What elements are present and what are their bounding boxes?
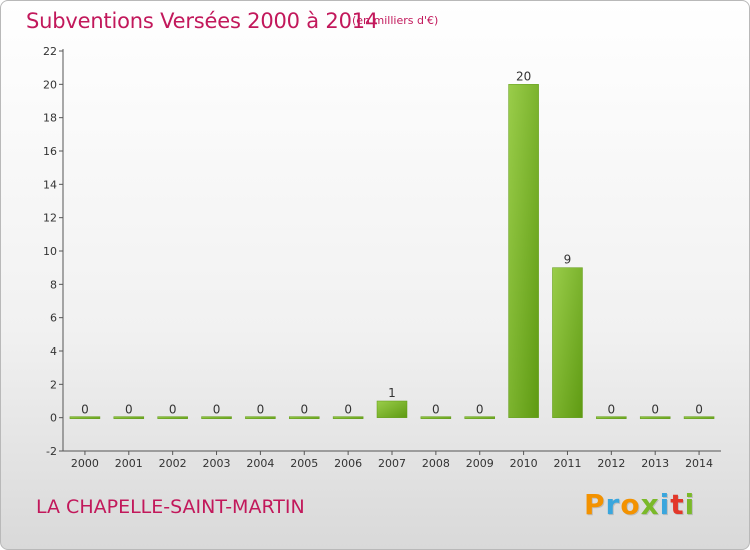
data-label-2003: 0: [213, 403, 221, 417]
bars: [69, 84, 715, 419]
x-tick-label: 2002: [159, 457, 187, 470]
y-tick-label: 20: [43, 78, 57, 91]
x-tick-label: 2009: [466, 457, 494, 470]
x-tick-label: 2011: [553, 457, 581, 470]
y-tick-label: 8: [50, 278, 57, 291]
bar-2013: [639, 416, 671, 419]
data-label-2004: 0: [257, 403, 265, 417]
data-label-2007: 1: [388, 386, 396, 400]
labels: 2000020010200202003020040200502006020071…: [71, 69, 713, 470]
data-label-2012: 0: [608, 403, 616, 417]
data-label-2000: 0: [81, 403, 89, 417]
proxiti-logo: Proxiti: [584, 488, 695, 521]
data-label-2005: 0: [300, 403, 308, 417]
data-label-2008: 0: [432, 403, 440, 417]
x-tick-label: 2003: [203, 457, 231, 470]
y-tick-label: 2: [50, 378, 57, 391]
commune-name: LA CHAPELLE-SAINT-MARTIN: [36, 496, 305, 518]
y-tick-label: -2: [46, 445, 57, 458]
bar-2005: [289, 416, 320, 419]
bar-2010: [508, 84, 539, 418]
bar-2014: [683, 416, 715, 419]
data-label-2011: 9: [564, 253, 572, 267]
bar-2001: [113, 416, 145, 419]
x-tick-label: 2005: [290, 457, 318, 470]
bar-2008: [420, 416, 452, 419]
y-tick-label: 14: [43, 178, 57, 191]
x-tick-label: 2014: [685, 457, 713, 470]
logo-letter: i: [659, 488, 671, 521]
bar-2004: [245, 416, 276, 419]
chart-unit: (en milliers d'€): [352, 14, 439, 27]
x-tick-label: 2010: [510, 457, 538, 470]
logo-letter: i: [684, 488, 696, 521]
logo-letter: r: [605, 488, 621, 521]
bar-2011: [552, 267, 583, 418]
logo-letter: P: [584, 488, 606, 521]
y-tick-label: 22: [43, 45, 57, 58]
bar-2002: [157, 416, 188, 419]
bar-2009: [464, 416, 495, 419]
x-tick-label: 2007: [378, 457, 406, 470]
x-tick-label: 2012: [597, 457, 625, 470]
bar-2012: [596, 416, 627, 419]
data-label-2006: 0: [344, 403, 352, 417]
y-tick-label: 12: [43, 212, 57, 225]
y-tick-label: 16: [43, 145, 57, 158]
bar-2007: [376, 400, 408, 418]
y-tick-label: 0: [50, 412, 57, 425]
y-tick-label: 6: [50, 312, 57, 325]
chart-title: Subventions Versées 2000 à 2014: [26, 9, 379, 33]
data-label-2013: 0: [651, 403, 659, 417]
x-tick-label: 2000: [71, 457, 99, 470]
x-tick-label: 2013: [641, 457, 669, 470]
data-label-2001: 0: [125, 403, 133, 417]
logo-letter: t: [670, 488, 685, 521]
data-label-2002: 0: [169, 403, 177, 417]
y-tick-label: 4: [50, 345, 57, 358]
x-tick-label: 2004: [246, 457, 274, 470]
x-tick-label: 2006: [334, 457, 362, 470]
x-tick-label: 2008: [422, 457, 450, 470]
bar-2006: [332, 416, 364, 419]
data-label-2009: 0: [476, 403, 484, 417]
data-label-2010: 20: [516, 69, 531, 83]
x-tick-label: 2001: [115, 457, 143, 470]
logo-letter: x: [640, 488, 660, 521]
y-tick-label: 18: [43, 112, 57, 125]
bar-2003: [201, 416, 232, 419]
y-tick-label: 10: [43, 245, 57, 258]
bar-2000: [69, 416, 101, 419]
data-label-2014: 0: [695, 403, 703, 417]
logo-letter: o: [620, 488, 641, 521]
